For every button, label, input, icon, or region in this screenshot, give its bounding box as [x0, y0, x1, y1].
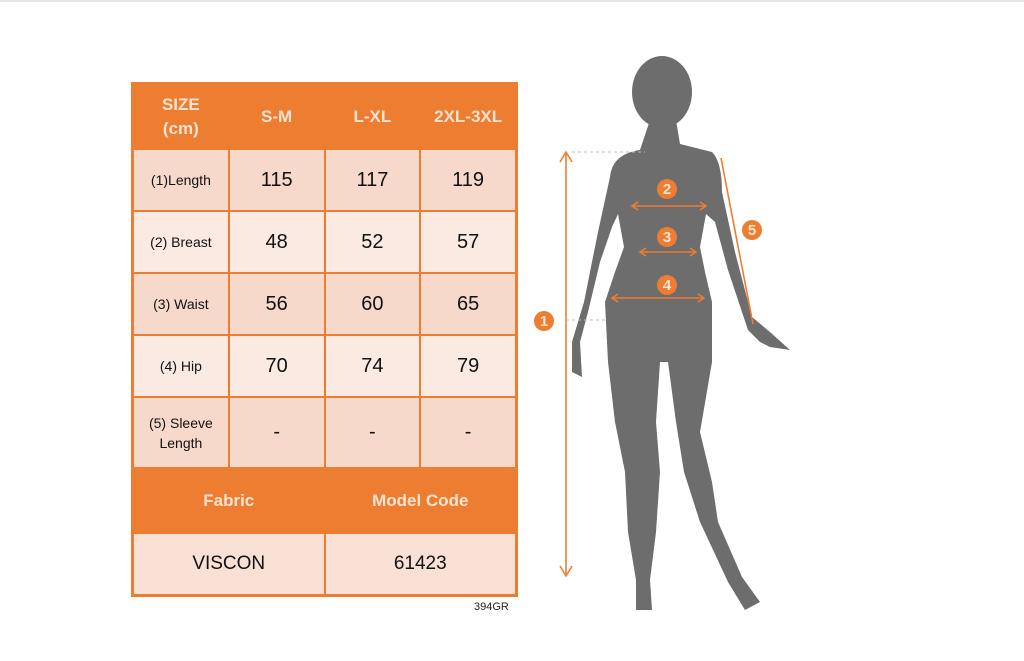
body-silhouette-figure: 1 2 3 4 5 [534, 56, 790, 610]
marker-1: 1 [540, 313, 548, 330]
marker-3-circle [657, 227, 677, 247]
row-value: 119 [420, 149, 516, 211]
row-label: (3) Waist [133, 273, 229, 335]
marker-5: 5 [748, 222, 756, 239]
product-code: 394GR [474, 601, 509, 613]
measure-lines [559, 150, 754, 578]
row-value: 74 [324, 335, 421, 397]
row-value: 57 [420, 211, 516, 273]
row-value: 52 [324, 211, 421, 273]
row-value: 65 [420, 273, 516, 335]
header-s-m: S-M [228, 84, 325, 149]
header-l-xl: L-XL [324, 84, 421, 149]
footer-header-row: Fabric Model Code [133, 468, 516, 533]
table-header-row: SIZE (cm) S-M L-XL 2XL-3XL [133, 84, 516, 149]
marker-5-circle [742, 220, 762, 240]
row-value: 117 [324, 149, 421, 211]
table-row: (5) Sleeve Length - - - [133, 397, 516, 468]
table-row: (4) Hip 70 74 79 [133, 335, 516, 397]
header-size: SIZE (cm) [133, 84, 229, 149]
fabric-value: VISCON [133, 533, 325, 595]
row-value: 56 [228, 273, 325, 335]
size-chart-table: SIZE (cm) S-M L-XL 2XL-3XL (1)Length 115 1… [131, 82, 518, 597]
row-label: (2) Breast [133, 211, 229, 273]
marker-4-circle [657, 275, 677, 295]
marker-1-circle [534, 311, 554, 331]
row-label: (1)Length [133, 149, 229, 211]
marker-4: 4 [663, 277, 672, 294]
silhouette [572, 56, 790, 610]
table-row: (3) Waist 56 60 65 [133, 273, 516, 335]
row-value: 79 [420, 335, 516, 397]
row-value: - [420, 397, 516, 468]
row-value: 70 [228, 335, 325, 397]
model-code-header: Model Code [324, 468, 516, 533]
model-code-value: 61423 [324, 533, 516, 595]
row-value: 48 [228, 211, 325, 273]
table-row: (2) Breast 48 52 57 [133, 211, 516, 273]
row-label: (4) Hip [133, 335, 229, 397]
fabric-header: Fabric [133, 468, 325, 533]
marker-2: 2 [663, 181, 671, 198]
row-value: - [228, 397, 325, 468]
marker-2-circle [657, 179, 677, 199]
row-value: 115 [228, 149, 325, 211]
row-value: - [324, 397, 421, 468]
footer-value-row: VISCON 61423 [133, 533, 516, 595]
row-label: (5) Sleeve Length [133, 397, 229, 468]
marker-3: 3 [663, 229, 671, 246]
row-value: 60 [324, 273, 421, 335]
header-2xl-3xl: 2XL-3XL [420, 84, 516, 149]
table-row: (1)Length 115 117 119 [133, 149, 516, 211]
